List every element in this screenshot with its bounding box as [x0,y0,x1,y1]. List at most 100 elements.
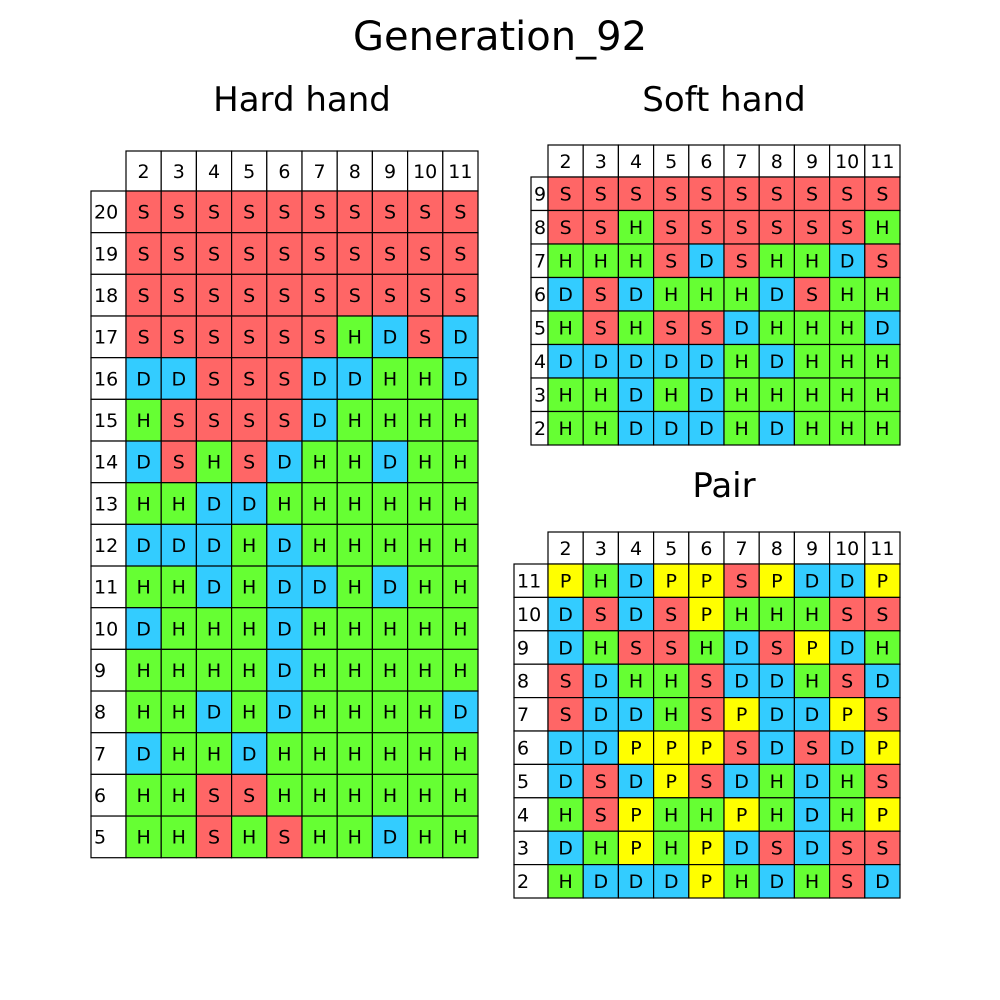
hard-cell-label: H [172,702,186,724]
hard-cell-label: D [242,493,257,515]
hard-cell-label: H [418,743,432,765]
pair-col-label: 7 [736,538,748,560]
pair-cell-label: H [664,671,678,693]
hard-cell-label: D [312,368,327,390]
hard-cell-label: D [136,618,151,640]
hard-cell [231,232,268,275]
soft-cell [547,310,584,346]
hard-cell [266,190,303,234]
pair-cell-label: S [595,771,607,793]
soft-cell [723,343,760,379]
hard-cell [160,648,197,692]
pair-cell-label: H [770,804,784,826]
soft-cell-label: S [560,217,572,239]
pair-cell-label: D [840,637,855,659]
hard-cell [442,398,479,442]
soft-cell [582,209,620,245]
soft-cell-label: H [594,251,608,273]
pair-col-label: 6 [700,538,712,560]
hard-cell-label: H [453,535,467,557]
pair-cell [828,563,866,599]
pair-cell-label: D [840,738,855,760]
pair-cell-label: D [593,738,608,760]
hard-cell-label: H [348,410,362,432]
hard-row-header-cell [90,648,127,692]
hard-cell [301,398,338,442]
pair-cell-label: H [664,804,678,826]
pair-cell-label: H [699,637,713,659]
soft-cell-label: D [699,251,714,273]
hard-cell [266,607,303,650]
soft-col-header-cell [864,144,901,178]
hard-cell-label: S [208,327,220,349]
hard-cell [301,190,338,234]
hard-cell-label: S [314,202,326,224]
soft-cell-label: H [805,251,819,273]
hard-cell [160,815,197,859]
soft-cell-label: H [734,418,748,440]
hard-cell [125,523,162,567]
hard-cell-label: S [278,202,290,224]
figure-title: Generation_92 [352,14,648,60]
pair-cell [688,863,725,899]
hard-cell-label: H [207,660,221,682]
hard-cell-label: H [242,827,256,849]
hard-cell [371,565,409,609]
hard-row-header-cell [90,273,127,317]
soft-cell [758,176,796,212]
pair-cell [758,563,796,599]
hard-cell-label: H [242,618,256,640]
pair-cell-label: D [805,838,820,860]
hard-cell-label: H [418,577,432,599]
pair-cell-label: P [877,571,888,593]
hard-cell-label: H [418,535,432,557]
hard-cell-label: H [136,702,150,724]
soft-cell [688,176,725,212]
pair-row-header-cell [513,696,549,732]
hard-col-header-cell [407,150,444,192]
soft-cell-label: S [736,251,748,273]
hard-cell-label: S [243,452,255,474]
hard-cell [266,773,303,817]
soft-cell-label: S [700,217,712,239]
soft-cell [617,276,655,312]
pair-cell [864,797,901,832]
hard-cell-label: H [453,410,467,432]
pair-cell-label: D [558,637,573,659]
hard-row-label: 5 [94,827,106,849]
pair-cell-label: S [771,838,783,860]
soft-hand-table: 2 3 4 5 6 7 8 9 10 119 S S S S S S S S S S8 S S H S S S S S S H7 H H H S D… [530,144,901,446]
soft-cell-label: S [595,217,607,239]
soft-cell-label: D [558,351,573,373]
hard-cell [266,440,303,484]
hard-cell-label: H [383,535,397,557]
hard-cell-label: H [453,452,467,474]
hard-cell-label: D [171,368,186,390]
pair-cell-label: H [664,704,678,726]
hard-row-label: 18 [94,285,118,307]
hard-cell [336,398,374,442]
pair-cell-label: D [734,771,749,793]
pair-cell [864,730,901,766]
pair-cell [547,730,584,766]
pair-cell-label: H [875,637,889,659]
soft-cell-label: D [769,284,784,306]
hard-cell-label: D [453,327,468,349]
hard-row-header-cell [90,440,127,484]
soft-col-header-cell [793,144,831,178]
pair-cell-label: H [734,604,748,626]
hard-cell [266,482,303,525]
hard-cell-label: S [243,410,255,432]
pair-cell-label: P [701,871,712,893]
pair-cell [688,696,725,732]
hard-cell [231,357,268,400]
hard-col-label: 8 [349,161,361,183]
hard-cell-label: D [207,702,222,724]
pair-cell-label: P [701,571,712,593]
hard-cell-label: S [349,243,361,265]
pair-cell [582,863,620,899]
hard-cell [125,398,162,442]
hard-cell-label: H [312,535,326,557]
hard-cell-label: H [418,827,432,849]
